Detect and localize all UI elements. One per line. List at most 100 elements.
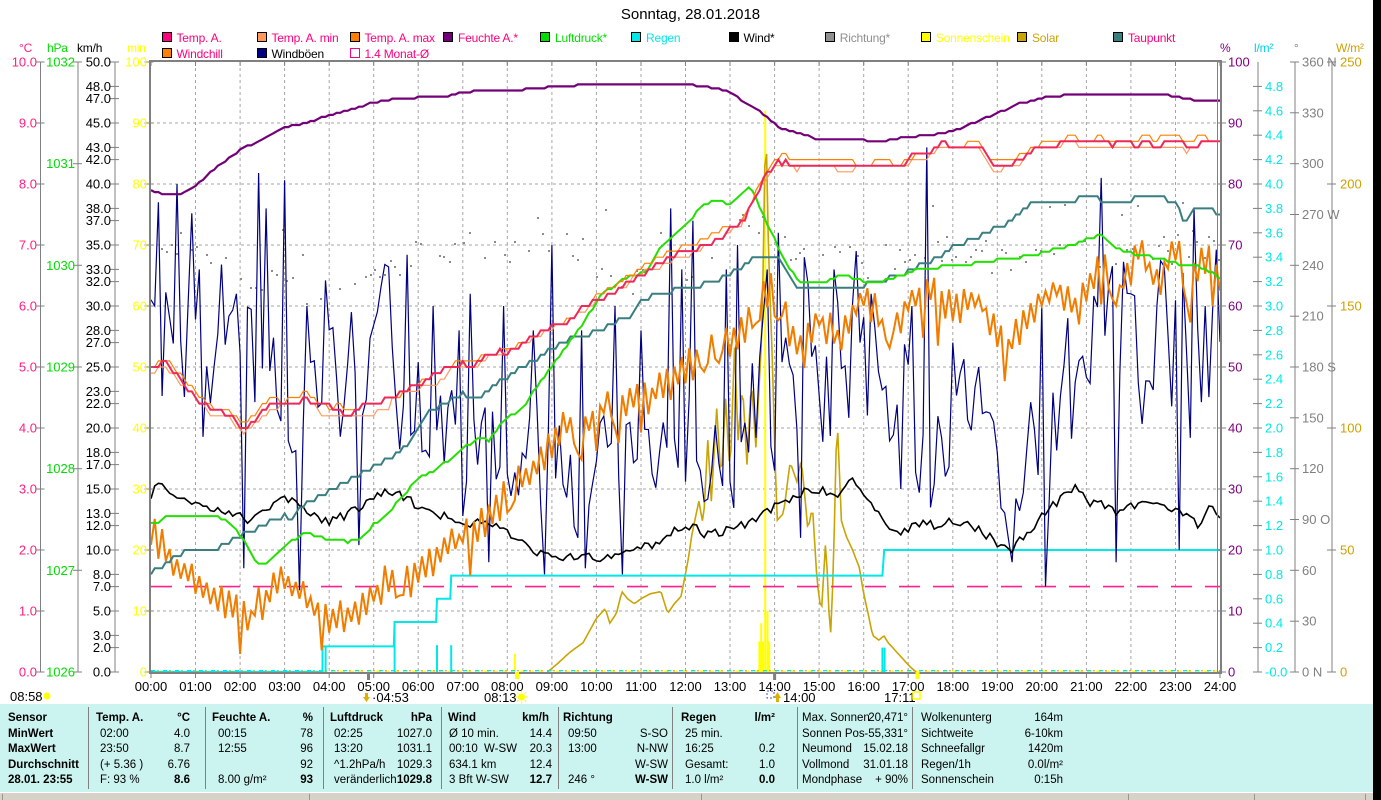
svg-text:08:58: 08:58 (10, 689, 43, 704)
svg-text:42.0: 42.0 (86, 152, 111, 167)
svg-text:1029: 1029 (46, 360, 75, 375)
svg-text:3.0: 3.0 (93, 628, 111, 643)
svg-text:120: 120 (1302, 461, 1324, 476)
svg-text:1026: 1026 (46, 665, 75, 680)
svg-text:3.0: 3.0 (1265, 299, 1283, 314)
svg-text:4.2: 4.2 (1265, 152, 1283, 167)
svg-text:30: 30 (1302, 614, 1316, 629)
svg-text:40: 40 (1228, 421, 1242, 436)
svg-text:4.6: 4.6 (1265, 103, 1283, 118)
svg-text:0.4: 0.4 (1265, 616, 1283, 631)
svg-text:14:00: 14:00 (783, 690, 816, 705)
svg-text:0.0: 0.0 (93, 665, 111, 680)
svg-text:1030: 1030 (46, 258, 75, 273)
svg-text:0: 0 (1228, 665, 1235, 680)
svg-text:90: 90 (1228, 116, 1242, 131)
svg-text:240: 240 (1302, 258, 1324, 273)
svg-text:17:11: 17:11 (884, 690, 916, 705)
svg-text:19:00: 19:00 (981, 679, 1014, 694)
svg-text:3.2: 3.2 (1265, 274, 1283, 289)
svg-text:0.6: 0.6 (1265, 591, 1283, 606)
svg-text:2.0: 2.0 (93, 640, 111, 655)
svg-text:2.2: 2.2 (1265, 396, 1283, 411)
svg-text:16:00: 16:00 (847, 679, 880, 694)
svg-text:37.0: 37.0 (86, 213, 111, 228)
svg-text:17.0: 17.0 (86, 457, 111, 472)
svg-text:4.8: 4.8 (1265, 79, 1283, 94)
svg-text:2.4: 2.4 (1265, 372, 1283, 387)
svg-text:0: 0 (140, 665, 147, 680)
svg-text:180 S: 180 S (1302, 360, 1336, 375)
svg-text:10.0: 10.0 (12, 55, 37, 70)
svg-text:150: 150 (1340, 299, 1362, 314)
svg-text:1032: 1032 (46, 55, 75, 70)
svg-text:0.8: 0.8 (1265, 567, 1283, 582)
svg-text:18:00: 18:00 (937, 679, 970, 694)
svg-text:40.0: 40.0 (86, 177, 111, 192)
svg-text:15.0: 15.0 (86, 482, 111, 497)
svg-text:1.4: 1.4 (1265, 494, 1283, 509)
svg-text:00:00: 00:00 (135, 679, 168, 694)
svg-text:4.4: 4.4 (1265, 128, 1283, 143)
svg-text:4.0: 4.0 (1265, 177, 1283, 192)
svg-text:38.0: 38.0 (86, 201, 111, 216)
svg-text:14:00: 14:00 (758, 679, 791, 694)
svg-text:8.0: 8.0 (19, 177, 37, 192)
svg-text:22:00: 22:00 (1115, 679, 1148, 694)
svg-text:09:00: 09:00 (536, 679, 569, 694)
svg-text:10.0: 10.0 (86, 543, 111, 558)
svg-text:60: 60 (1302, 563, 1316, 578)
svg-text:2.0: 2.0 (1265, 421, 1283, 436)
svg-text:300: 300 (1302, 156, 1324, 171)
svg-text:17:00: 17:00 (892, 679, 925, 694)
svg-text:250: 250 (1340, 55, 1362, 70)
svg-text:15:00: 15:00 (803, 679, 836, 694)
svg-text:08:00: 08:00 (491, 679, 524, 694)
svg-text:22.0: 22.0 (86, 396, 111, 411)
svg-text:90: 90 (133, 116, 147, 131)
svg-text:270 W: 270 W (1302, 207, 1340, 222)
svg-text:10:00: 10:00 (580, 679, 613, 694)
svg-text:20:00: 20:00 (1026, 679, 1059, 694)
svg-text:70: 70 (1228, 238, 1242, 253)
svg-text:50: 50 (1340, 543, 1354, 558)
svg-text:60: 60 (1228, 299, 1242, 314)
svg-text:03:00: 03:00 (268, 679, 301, 694)
svg-text:06:00: 06:00 (402, 679, 435, 694)
svg-text:8.0: 8.0 (93, 567, 111, 582)
svg-text:23.0: 23.0 (86, 384, 111, 399)
svg-text:23:00: 23:00 (1159, 679, 1192, 694)
svg-text:30.0: 30.0 (86, 299, 111, 314)
svg-text:200: 200 (1340, 177, 1362, 192)
svg-text:20.0: 20.0 (86, 421, 111, 436)
svg-text:·04:53: ·04:53 (372, 690, 409, 705)
svg-text:50.0: 50.0 (86, 55, 111, 70)
svg-text:1.0: 1.0 (19, 604, 37, 619)
svg-text:90 O: 90 O (1302, 512, 1330, 527)
svg-text:30: 30 (133, 482, 147, 497)
svg-text:210: 210 (1302, 309, 1324, 324)
svg-text:12.0: 12.0 (86, 518, 111, 533)
svg-text:5.0: 5.0 (19, 360, 37, 375)
svg-text:32.0: 32.0 (86, 274, 111, 289)
svg-text:3.4: 3.4 (1265, 250, 1283, 265)
svg-text:35.0: 35.0 (86, 238, 111, 253)
svg-text:28.0: 28.0 (86, 323, 111, 338)
svg-text:80: 80 (1228, 177, 1242, 192)
svg-text:18.0: 18.0 (86, 445, 111, 460)
svg-text:3.8: 3.8 (1265, 201, 1283, 216)
svg-text:2.0: 2.0 (19, 543, 37, 558)
svg-text:2.8: 2.8 (1265, 323, 1283, 338)
svg-text:0 N: 0 N (1302, 665, 1322, 680)
svg-text:07:00: 07:00 (447, 679, 480, 694)
svg-text:360 N: 360 N (1302, 55, 1337, 70)
svg-text:330: 330 (1302, 105, 1324, 120)
svg-text:08:13: 08:13 (484, 690, 517, 705)
svg-text:40: 40 (133, 421, 147, 436)
svg-text:1031: 1031 (46, 156, 75, 171)
svg-text:2.6: 2.6 (1265, 347, 1283, 362)
svg-text:6.0: 6.0 (19, 299, 37, 314)
svg-text:02:00: 02:00 (224, 679, 257, 694)
svg-text:7.0: 7.0 (19, 238, 37, 253)
svg-text:50: 50 (1228, 360, 1242, 375)
